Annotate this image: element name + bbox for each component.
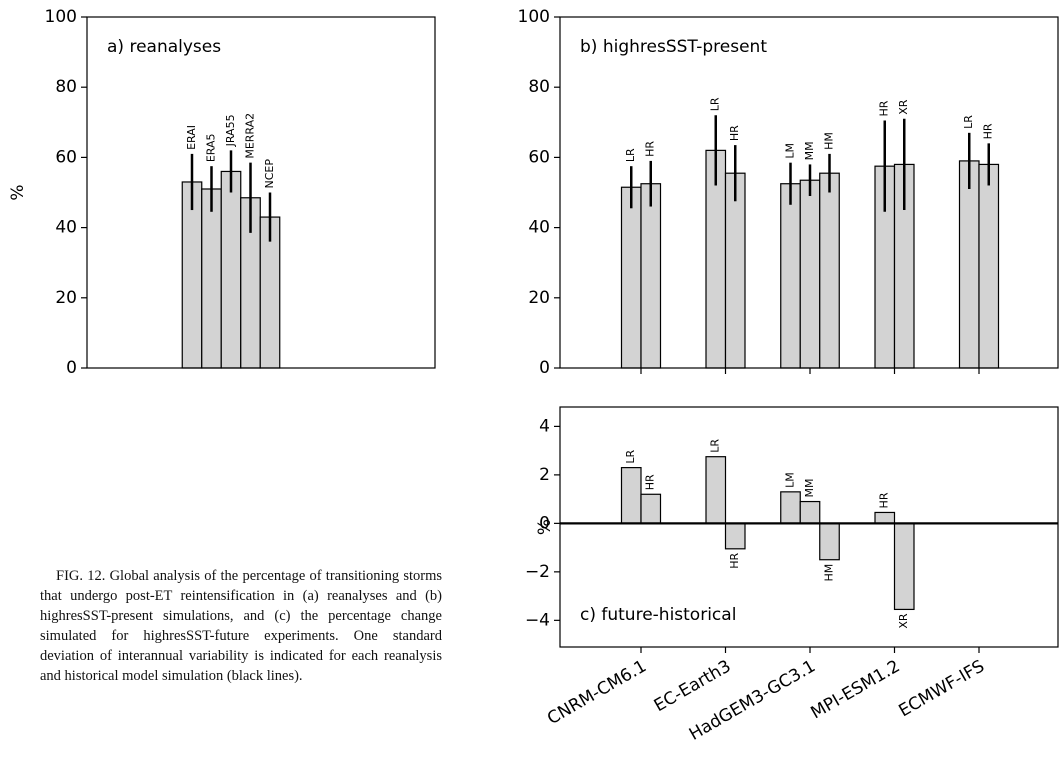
bar	[893, 522, 915, 611]
bar	[874, 511, 896, 524]
bar-label: LR	[624, 449, 637, 463]
y-axis-label: %	[8, 184, 28, 200]
bar	[819, 522, 840, 561]
bar	[819, 172, 840, 369]
bar	[978, 163, 1000, 369]
y-tick-label: 60	[528, 147, 550, 167]
bar-label: HR	[644, 141, 657, 157]
panel-title: b) highresSST-present	[580, 37, 767, 57]
bar	[201, 188, 222, 369]
y-axis-label: %	[535, 519, 555, 535]
y-tick-label: 2	[539, 465, 550, 485]
bar-label: ERA5	[205, 134, 218, 163]
bar-label: JRA55	[224, 114, 237, 147]
bar	[620, 186, 642, 369]
bar	[705, 456, 727, 524]
y-tick-label: 80	[528, 77, 550, 97]
bar-label: ERAI	[185, 125, 198, 150]
bar	[958, 160, 980, 369]
bar	[620, 467, 642, 524]
bar-label: LM	[784, 472, 797, 488]
y-tick-label: 0	[66, 358, 77, 378]
bar-label: LR	[962, 115, 975, 129]
bar	[799, 179, 821, 369]
bar-label: HM	[823, 564, 836, 582]
bar-label: HR	[644, 474, 657, 490]
y-tick-label: 60	[55, 147, 77, 167]
axes-frame	[559, 406, 1059, 648]
bar	[780, 491, 801, 524]
caption-text: Global analysis of the percentage of tra…	[40, 568, 442, 684]
caption-label: FIG. 12.	[56, 568, 106, 584]
bar	[220, 170, 242, 369]
y-tick-label: 4	[539, 416, 550, 436]
bar-label: LR	[709, 97, 722, 111]
panel-title: c) future-historical	[580, 605, 736, 625]
y-tick-label: 80	[55, 77, 77, 97]
bar-label: XR	[897, 613, 910, 629]
x-tick-label: MPI-ESM1.2	[807, 656, 903, 723]
panel-title: a) reanalyses	[107, 37, 221, 57]
bar	[780, 183, 801, 369]
bar-label: LM	[784, 143, 797, 159]
bar-label: HR	[878, 100, 891, 116]
bar-label: HR	[728, 552, 741, 568]
bar-label: HR	[982, 123, 995, 139]
bar	[724, 172, 746, 369]
bar-label: NCEP	[263, 159, 276, 189]
y-tick-label: 0	[539, 513, 550, 533]
bar-label: LR	[624, 148, 637, 162]
axes-frame	[86, 16, 436, 369]
x-tick-label: ECMWF-IFS	[895, 656, 988, 721]
x-tick-label: CNRM-CM6.1	[544, 656, 650, 729]
caption: FIG. 12. Global analysis of the percenta…	[40, 566, 442, 686]
bar-label: MM	[803, 479, 816, 498]
bar-label: MM	[803, 141, 816, 160]
y-tick-label: 100	[518, 7, 550, 27]
y-tick-label: −4	[525, 610, 550, 630]
axes-frame	[559, 16, 1059, 369]
bar	[724, 522, 746, 550]
y-tick-label: 40	[528, 218, 550, 238]
y-tick-label: 0	[539, 358, 550, 378]
bar-label: HR	[878, 492, 891, 508]
bar-label: HM	[823, 132, 836, 150]
bar-label: HR	[728, 125, 741, 141]
bar-label: XR	[897, 99, 910, 115]
y-tick-label: 20	[528, 288, 550, 308]
bar	[799, 500, 821, 524]
bar-label: LR	[709, 439, 722, 453]
bar-label: MERRA2	[244, 113, 257, 159]
bar	[640, 183, 662, 369]
y-tick-label: 20	[55, 288, 77, 308]
bar	[640, 493, 662, 524]
y-tick-label: 40	[55, 218, 77, 238]
y-tick-label: 100	[45, 7, 77, 27]
y-tick-label: −2	[525, 562, 550, 582]
